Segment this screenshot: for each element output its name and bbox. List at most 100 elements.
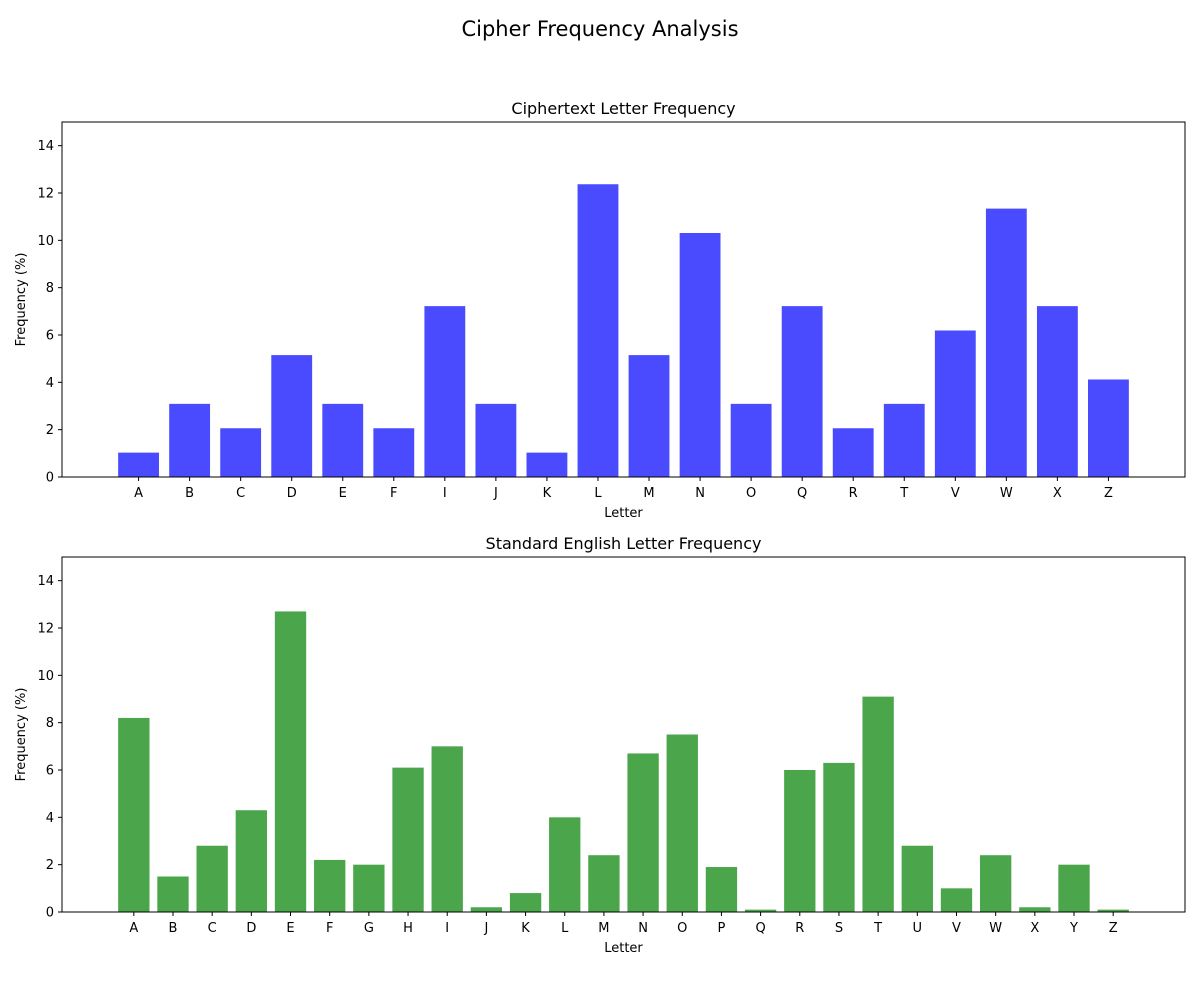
chart2-bar-W — [979, 855, 1012, 912]
chart2-bar-C — [196, 845, 228, 912]
chart2-bar-F — [314, 859, 346, 912]
chart2-bar-M — [588, 855, 620, 912]
chart1-bar-B — [169, 403, 211, 477]
chart2-xtick-label-Q: Q — [755, 921, 765, 936]
chart2-xtick-label-L: L — [561, 921, 569, 936]
chart1-bar-T — [883, 403, 925, 477]
chart2-xtick-label-G: G — [364, 921, 374, 936]
chart1-bar-F — [373, 428, 415, 477]
chart1-xtick-label-V: V — [951, 486, 960, 501]
chart2-bar-T — [862, 696, 894, 912]
chart2-bar-B — [157, 876, 189, 912]
chart2-ytick-label-0: 0 — [46, 906, 54, 921]
chart1-xtick-label-R: R — [849, 486, 858, 501]
chart1-bar-C — [220, 428, 262, 477]
chart1-xtick-label-F: F — [390, 486, 397, 501]
chart2-bar-L — [549, 817, 581, 912]
chart2-xtick-label-Y: Y — [1069, 921, 1078, 936]
chart2-xlabel: Letter — [604, 941, 643, 956]
chart2-ytick-label-10: 10 — [37, 669, 54, 684]
chart1-xtick-label-N: N — [695, 486, 705, 501]
chart2-bar-Q — [744, 909, 777, 912]
chart1-bar-W — [985, 208, 1027, 477]
chart1-ytick-label-4: 4 — [46, 376, 54, 391]
chart2-bar-X — [1019, 907, 1051, 912]
chart1-bar-Z — [1088, 379, 1129, 477]
chart1-bar-L — [577, 184, 619, 478]
chart2-title: Standard English Letter Frequency — [486, 534, 762, 553]
chart2-plot-frame — [61, 556, 1186, 913]
chart1-ytick-label-6: 6 — [46, 329, 54, 344]
chart2-bar-I — [431, 746, 463, 912]
chart1-bar-X — [1036, 306, 1078, 477]
chart2-xtick-label-O: O — [677, 921, 687, 936]
chart1-bar-O — [730, 403, 772, 477]
chart2-xtick-label-P: P — [718, 921, 726, 936]
chart2-bar-E — [274, 611, 307, 912]
chart2-xtick-label-M: M — [598, 921, 609, 936]
chart2-ytick-label-12: 12 — [37, 622, 54, 637]
chart1-xtick-label-W: W — [1000, 486, 1013, 501]
chart2-bar-H — [392, 767, 424, 912]
chart2-xtick-label-F: F — [326, 921, 333, 936]
chart2-bar-O — [666, 734, 698, 912]
chart2-xtick-label-E: E — [286, 921, 294, 936]
chart2-xtick-label-Z: Z — [1109, 921, 1118, 936]
chart1-ytick-label-8: 8 — [46, 281, 54, 296]
chart2-bar-G — [353, 864, 385, 912]
chart2-xtick-label-V: V — [952, 921, 961, 936]
figure-title: Cipher Frequency Analysis — [461, 17, 738, 41]
chart2-xtick-label-S: S — [835, 921, 843, 936]
chart1-bar-M — [628, 355, 670, 477]
chart2-xtick-label-J: J — [483, 921, 488, 936]
chart1-ytick-label-14: 14 — [37, 139, 54, 154]
chart1-bar-V — [934, 330, 976, 477]
chart2-ytick-label-8: 8 — [46, 716, 54, 731]
chart2-ytick-label-6: 6 — [46, 764, 54, 779]
chart1-bar-E — [322, 403, 364, 477]
chart2-bar-D — [235, 810, 268, 912]
chart1-ylabel: Frequency (%) — [14, 253, 29, 347]
chart2-xtick-label-D: D — [246, 921, 256, 936]
chart2-bar-V — [940, 888, 973, 912]
chart2-bar-P — [705, 867, 738, 912]
chart1-bar-R — [832, 428, 874, 477]
chart2-bar-J — [470, 907, 503, 912]
chart1-xtick-label-C: C — [236, 486, 245, 501]
chart2-bar-S — [823, 762, 855, 912]
chart2-ylabel: Frequency (%) — [14, 688, 29, 782]
chart1-xtick-label-T: T — [899, 486, 908, 501]
chart1-xtick-label-D: D — [287, 486, 297, 501]
chart1-xtick-label-Z: Z — [1104, 486, 1113, 501]
chart1-xtick-label-E: E — [339, 486, 347, 501]
chart2-xtick-label-U: U — [913, 921, 923, 936]
chart2-ytick-label-4: 4 — [46, 811, 54, 826]
chart1-bar-J — [475, 403, 517, 477]
chart1-xtick-label-O: O — [746, 486, 756, 501]
chart1-xtick-label-L: L — [594, 486, 602, 501]
chart1-xtick-label-X: X — [1053, 486, 1062, 501]
chart1-xtick-label-A: A — [134, 486, 143, 501]
chart1-bar-N — [679, 233, 721, 477]
chart1-xtick-label-K: K — [543, 486, 552, 501]
chart2-bar-N — [627, 753, 659, 912]
chart2-bar-Y — [1058, 864, 1090, 912]
chart1-bar-A — [118, 452, 159, 477]
chart1-plot-frame — [61, 121, 1186, 478]
chart1-xtick-label-I: I — [443, 486, 447, 501]
chart2-ytick-label-14: 14 — [37, 574, 54, 589]
chart2-bar-R — [784, 770, 816, 912]
chart1-xtick-label-J: J — [493, 486, 498, 501]
chart2-xtick-label-N: N — [638, 921, 648, 936]
chart2-xtick-label-A: A — [129, 921, 138, 936]
chart2-xtick-label-T: T — [873, 921, 882, 936]
chart2-ytick-label-2: 2 — [46, 858, 54, 873]
chart1-ytick-label-0: 0 — [46, 471, 54, 486]
chart1-bar-I — [424, 306, 466, 477]
chart2-bar-U — [901, 845, 933, 912]
chart1-bar-Q — [781, 306, 823, 477]
chart2-xtick-label-K: K — [521, 921, 530, 936]
chart2-xtick-label-X: X — [1030, 921, 1039, 936]
